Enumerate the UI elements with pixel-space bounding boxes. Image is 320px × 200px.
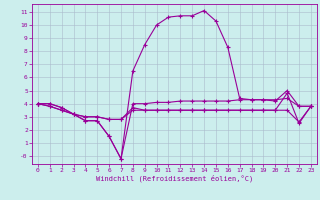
X-axis label: Windchill (Refroidissement éolien,°C): Windchill (Refroidissement éolien,°C) <box>96 175 253 182</box>
